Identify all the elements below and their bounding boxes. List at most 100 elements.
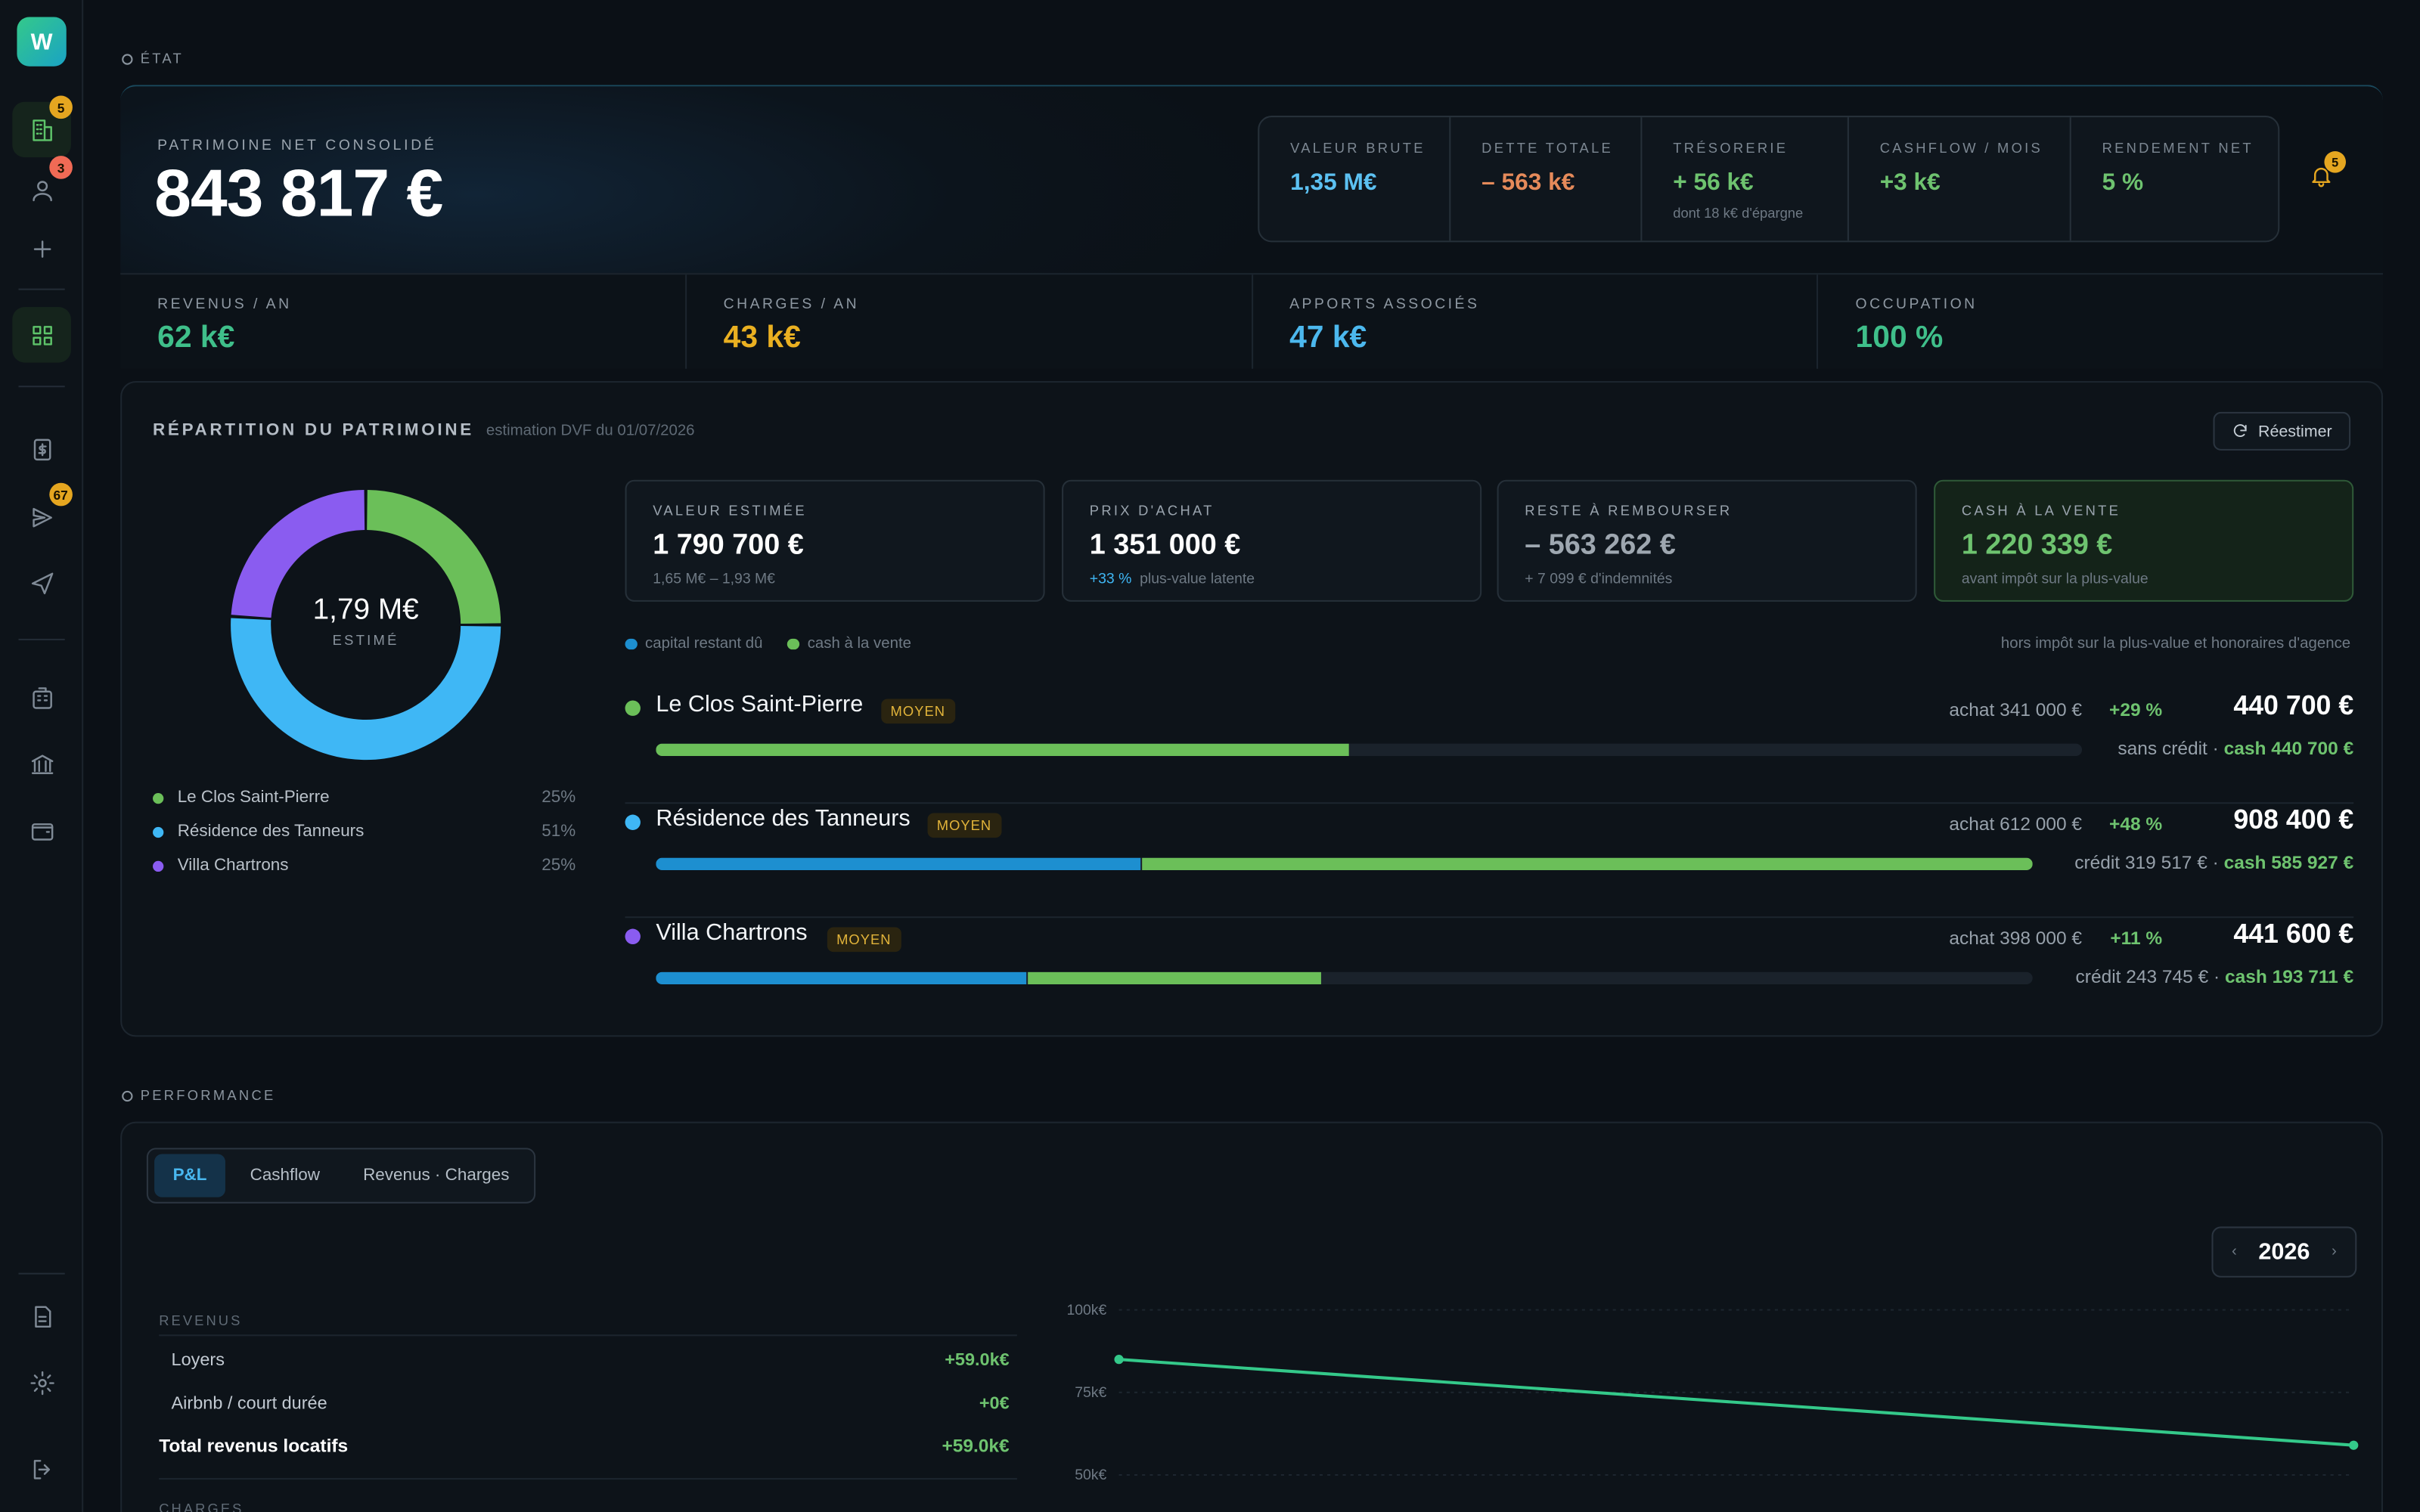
box-sub-text: plus-value latente: [1140, 571, 1255, 588]
kpi-label: RENDEMENT NET: [2102, 140, 2254, 156]
logo-letter: W: [30, 28, 53, 55]
pl-charges-header: CHARGES: [159, 1501, 244, 1512]
sidebar-divider: [18, 288, 65, 290]
tab-pl[interactable]: P&L: [154, 1154, 225, 1198]
pl-divider: [159, 1478, 1017, 1480]
sidebar-item-dashboard[interactable]: [12, 307, 71, 363]
box-value: – 563 262 €: [1525, 527, 1676, 560]
performance-tabs: P&L Cashflow Revenus · Charges: [146, 1148, 536, 1204]
property-achat: achat 341 000 €: [1949, 699, 2083, 721]
sidebar-item-settings[interactable]: [12, 1355, 71, 1410]
sidebar-item-transactions[interactable]: 67: [12, 482, 73, 544]
net-worth-value: 843 817 €: [154, 157, 443, 232]
sidebar-item-add[interactable]: [12, 221, 71, 276]
legend-pct: 51%: [541, 822, 576, 841]
property-row[interactable]: Le Clos Saint-Pierre MOYEN achat 341 000…: [625, 689, 2354, 804]
office-icon: [32, 686, 51, 708]
bar-legend-debt: capital restant dû: [625, 636, 763, 652]
legend-name: Le Clos Saint-Pierre: [177, 788, 330, 807]
tab-cashflow[interactable]: Cashflow: [250, 1166, 320, 1185]
sidebar-item-bank[interactable]: [12, 736, 71, 791]
stat-occupation: OCCUPATION 100 %: [1819, 274, 2383, 368]
legend-item: Villa Chartrons 25%: [153, 857, 576, 875]
sidebar-item-properties[interactable]: 5: [12, 95, 73, 158]
box-label: VALEUR ESTIMÉE: [653, 503, 807, 519]
kpi-label: VALEUR BRUTE: [1290, 140, 1426, 156]
property-sub: sans crédit · cash 440 700 €: [2118, 738, 2353, 760]
reestimate-label: Réestimer: [2257, 422, 2332, 441]
stat-label: CHARGES / AN: [723, 296, 860, 314]
donut-chart: 1,79 M€ ESTIMÉ: [230, 489, 501, 761]
sidebar-item-documents[interactable]: [12, 1288, 71, 1343]
stat-label: OCCUPATION: [1855, 296, 1978, 314]
people-badge: 3: [49, 156, 73, 179]
tab-revenus-charges[interactable]: Revenus · Charges: [363, 1166, 510, 1185]
property-tag: MOYEN: [827, 927, 901, 953]
donut-slice[interactable]: [231, 489, 365, 618]
box-sub: avant impôt sur la plus-value: [1961, 571, 2149, 588]
property-name: Le Clos Saint-Pierre: [656, 691, 864, 717]
transactions-badge: 67: [48, 482, 73, 507]
property-pct: +29 %: [2109, 699, 2163, 721]
kpi-value: 1,35 M€: [1290, 169, 1377, 197]
year-selector[interactable]: ‹ 2026 ›: [2211, 1226, 2357, 1278]
app-logo[interactable]: W: [17, 17, 67, 67]
property-achat: achat 612 000 €: [1949, 813, 2083, 835]
legend-pct: 25%: [541, 856, 576, 875]
property-bar: [656, 971, 2033, 985]
stat-value: 47 k€: [1289, 321, 1367, 355]
chevron-right-icon[interactable]: ›: [2331, 1243, 2337, 1261]
box-sub: 1,65 M€ – 1,93 M€: [653, 571, 775, 588]
property-achat: achat 398 000 €: [1949, 927, 2083, 950]
notifications-button[interactable]: 5: [2309, 150, 2347, 194]
gear-icon: [29, 1370, 54, 1395]
y-tick-label: 50k€: [1075, 1467, 1106, 1483]
bell-icon: [2312, 167, 2331, 187]
data-point[interactable]: [1114, 1355, 1124, 1365]
tax-note: hors impôt sur la plus-value et honorair…: [2000, 635, 2351, 653]
sidebar-item-wallet[interactable]: [12, 802, 71, 857]
donut-slice[interactable]: [231, 618, 501, 760]
property-dot: [625, 928, 641, 944]
kpi-cashflow: CASHFLOW / MOIS +3 k€: [1849, 117, 2071, 241]
reestimate-button[interactable]: Réestimer: [2213, 411, 2351, 451]
donut-slice[interactable]: [366, 489, 501, 624]
data-point[interactable]: [2349, 1440, 2359, 1450]
legend-dot: [153, 792, 164, 804]
sidebar-item-travel[interactable]: [12, 554, 71, 609]
section-title-etat: ÉTAT: [122, 51, 184, 67]
chevron-left-icon[interactable]: ‹: [2231, 1243, 2237, 1261]
legend-name: Résidence des Tanneurs: [177, 822, 365, 841]
y-tick-label: 100k€: [1066, 1302, 1106, 1318]
bar-legend-cash: cash à la vente: [787, 636, 911, 652]
legend-name: Villa Chartrons: [177, 856, 289, 875]
donut-svg: [231, 489, 501, 760]
y-tick-label: 75k€: [1075, 1384, 1106, 1401]
net-worth-card: PATRIMOINE NET CONSOLIDÉ 843 817 € VALEU…: [120, 85, 2383, 274]
stat-label: REVENUS / AN: [157, 296, 292, 314]
stats-row: REVENUS / AN 62 k€ CHARGES / AN 43 k€ AP…: [120, 273, 2383, 369]
legend-item: Résidence des Tanneurs 51%: [153, 823, 576, 841]
property-row[interactable]: Résidence des Tanneurs MOYEN achat 612 0…: [625, 804, 2354, 919]
pl-total-label: Total revenus locatifs: [159, 1434, 349, 1457]
sidebar-item-people[interactable]: 3: [12, 156, 73, 217]
property-name: Résidence des Tanneurs: [656, 805, 911, 832]
property-tag: MOYEN: [881, 699, 955, 724]
property-bar: [656, 743, 2083, 756]
repartition-card: RÉPARTITION DU PATRIMOINE estimation DVF…: [120, 381, 2383, 1037]
property-row[interactable]: Villa Chartrons MOYEN achat 398 000 € +1…: [625, 918, 2354, 1032]
sidebar-item-buildings[interactable]: [12, 670, 71, 725]
property-sub: crédit 319 517 € · cash 585 927 €: [2074, 852, 2353, 874]
property-pct: +48 %: [2109, 813, 2163, 835]
sidebar-item-logout[interactable]: [12, 1441, 71, 1496]
sidebar: W 5 3 67: [0, 0, 84, 1512]
box-valeur-estimee: VALEUR ESTIMÉE 1 790 700 € 1,65 M€ – 1,9…: [625, 479, 1045, 602]
bar-cash-segment: [1028, 971, 1321, 985]
pl-total-row: Total revenus locatifs +59.0k€: [159, 1435, 1009, 1457]
bank-icon: [30, 754, 53, 773]
box-value: 1 220 339 €: [1961, 527, 2113, 560]
user-icon: [32, 180, 51, 201]
legend-dot: [153, 860, 164, 872]
document-icon: [34, 1305, 51, 1328]
sidebar-item-finances[interactable]: [12, 421, 71, 476]
